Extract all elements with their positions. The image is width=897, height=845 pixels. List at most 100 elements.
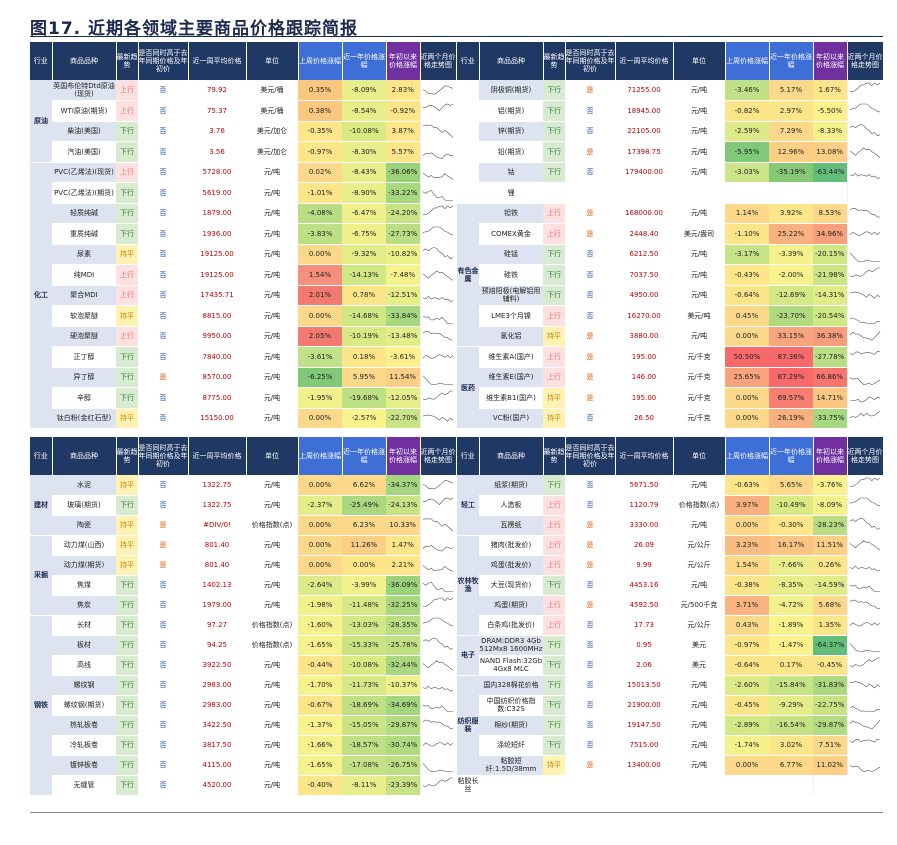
commodity-name: 鸡蛋(期货) <box>479 595 543 616</box>
commodity-name: 人造板 <box>479 495 543 516</box>
ytd-change <box>769 775 813 796</box>
unit-label: 元/千克 <box>673 367 725 388</box>
avg-price: 5619.00 <box>188 182 246 204</box>
avg-price: 71255.00 <box>615 80 673 101</box>
trend-badge: 下行 <box>116 575 138 596</box>
commodity-name: 玻璃(期货) <box>52 495 116 516</box>
avg-price: 5728.00 <box>188 162 246 183</box>
sparkline-chart <box>849 657 880 668</box>
ytd-change: -23.39% <box>386 775 420 796</box>
week-change: -0.38% <box>725 575 769 596</box>
trend-sparkline <box>419 244 456 265</box>
sparkline-path <box>422 720 453 730</box>
table-row: 硅铁 下行否 7037.50 元/吨 -0.43% -2.00% -21.98% <box>457 264 883 286</box>
week-change: 0.02% <box>298 162 342 183</box>
commodity-name: 轻质纯碱 <box>52 203 116 224</box>
table-row: VC粉(国产) 持平否 26.50 元/千克 0.00% 26.19% -33.75% <box>457 408 883 429</box>
sparkline-chart <box>422 545 453 552</box>
trend-badge: 下行 <box>116 655 138 676</box>
trend-badge: 下行 <box>543 285 565 306</box>
week-change: 25.65% <box>725 367 769 388</box>
sparkline-chart <box>849 720 880 730</box>
above-prior-flag: 否 <box>565 495 615 516</box>
commodity-name: 阴极铜(期货) <box>479 80 543 101</box>
avg-price: 3880.00 <box>615 326 673 347</box>
avg-price: 4453.16 <box>615 575 673 596</box>
table-row: 螺纹钢 下行否 2983.00 元/吨 -1.70% -11.73% -10.37% <box>30 675 456 696</box>
avg-price: 19125.00 <box>188 264 246 286</box>
week-change: 3.71% <box>725 595 769 616</box>
year-change: 11.26% <box>342 535 386 556</box>
trend-badge: 上行 <box>543 346 565 368</box>
commodity-name: 锌(期货) <box>479 121 543 142</box>
sparkline-path <box>849 230 880 236</box>
ytd-change: 11.02% <box>813 755 847 776</box>
year-change: 6.62% <box>342 475 386 496</box>
trend-badge: 上行 <box>543 555 565 576</box>
sector-label: 轻工 <box>457 475 479 536</box>
sparkline-path <box>849 331 880 341</box>
week-change: 2.01% <box>298 285 342 306</box>
trend-sparkline <box>846 367 883 388</box>
sparkline-path <box>849 267 880 277</box>
avg-price: 1120.79 <box>615 495 673 516</box>
avg-price: 18945.00 <box>615 100 673 122</box>
avg-price: 801.40 <box>188 535 246 556</box>
sparkline-chart <box>422 742 453 747</box>
ytd-change: -34.69% <box>386 695 420 716</box>
table-row: 中国纺织价格指数:C32S 下行否 21900.00 元/吨 -0.45% -9.29% -… <box>457 695 883 716</box>
table-row: 有色金属 钽铁 上行是 168000.00 元/吨 1.14% 3.92% 8.53% <box>457 203 883 347</box>
above-prior-flag: 否 <box>138 695 188 716</box>
year-change: -9.32% <box>342 244 386 265</box>
avg-price: 15013.50 <box>615 675 673 696</box>
trend-sparkline <box>846 326 883 347</box>
above-prior-flag: 否 <box>138 223 188 245</box>
table-row: 焦炭 下行否 1979.00 元/吨 -1.98% -11.48% -32.25% <box>30 595 456 616</box>
page-title: 图17. 近期各领域主要商品价格跟踪简报 <box>30 19 359 39</box>
ytd-change: -64.37% <box>813 635 847 656</box>
trend-badge: 上行 <box>543 495 565 516</box>
table-row: 镀锌板卷 下行否 4115.00 元/吨 -1.65% -17.08% -26.75% <box>30 755 456 776</box>
week-change: 0.00% <box>298 555 342 576</box>
sparkline-path <box>849 291 880 299</box>
sparkline-path <box>422 124 453 138</box>
sparkline-path <box>849 411 880 419</box>
unit-label: 元/吨 <box>246 162 298 183</box>
avg-price: 19147.50 <box>615 715 673 736</box>
sparkline-path <box>422 638 453 650</box>
commodity-name: 软泡聚醚 <box>52 305 116 327</box>
avg-price: #DIV/0! <box>188 515 246 536</box>
ytd-change: -14.31% <box>813 285 847 306</box>
sparkline-chart <box>849 317 880 324</box>
ytd-change: 5.57% <box>386 141 420 163</box>
trend-sparkline <box>419 203 456 224</box>
sparkline-chart <box>849 565 880 572</box>
trend-sparkline <box>846 695 883 716</box>
ytd-change: -3.76% <box>813 475 847 496</box>
year-change: 5.95% <box>342 367 386 388</box>
table-row: 农林牧渔 猪肉(批发价) 上行是 26.09 元/公斤 3.23% 16.17% 11.51% <box>457 535 883 636</box>
unit-label: 元/公斤 <box>673 555 725 576</box>
sparkline-chart <box>422 763 453 773</box>
ytd-change: 5.68% <box>813 595 847 616</box>
sparkline-chart <box>422 497 453 506</box>
sparkline-path <box>849 350 880 355</box>
table-row: LME3个月镍 上行否 16270.00 美元/吨 0.45% -23.70% -20.54… <box>457 305 883 327</box>
th-ytd: 年初以来价格涨幅 <box>813 437 848 475</box>
trend-sparkline <box>846 635 883 656</box>
th-trend: 最新趋势 <box>116 42 139 80</box>
trend-badge: 持平 <box>116 515 138 536</box>
commodity-name: 无缝管 <box>52 775 116 796</box>
commodity-name: 中国纺织价格指数:C32S <box>479 695 543 716</box>
commodity-name: 钴 <box>479 162 543 183</box>
th-name: 商品品种 <box>52 437 117 475</box>
th-name: 商品品种 <box>479 42 544 80</box>
year-change: -1.89% <box>769 615 813 636</box>
sparkline-path <box>849 622 880 627</box>
ytd-change: -32.44% <box>386 655 420 676</box>
trend-badge: 上行 <box>543 203 565 224</box>
th-unit: 单位 <box>246 437 299 475</box>
sparkline-path <box>849 765 880 773</box>
commodity-name: 冷轧板卷 <box>52 735 116 756</box>
unit-label: 元/吨 <box>673 203 725 224</box>
